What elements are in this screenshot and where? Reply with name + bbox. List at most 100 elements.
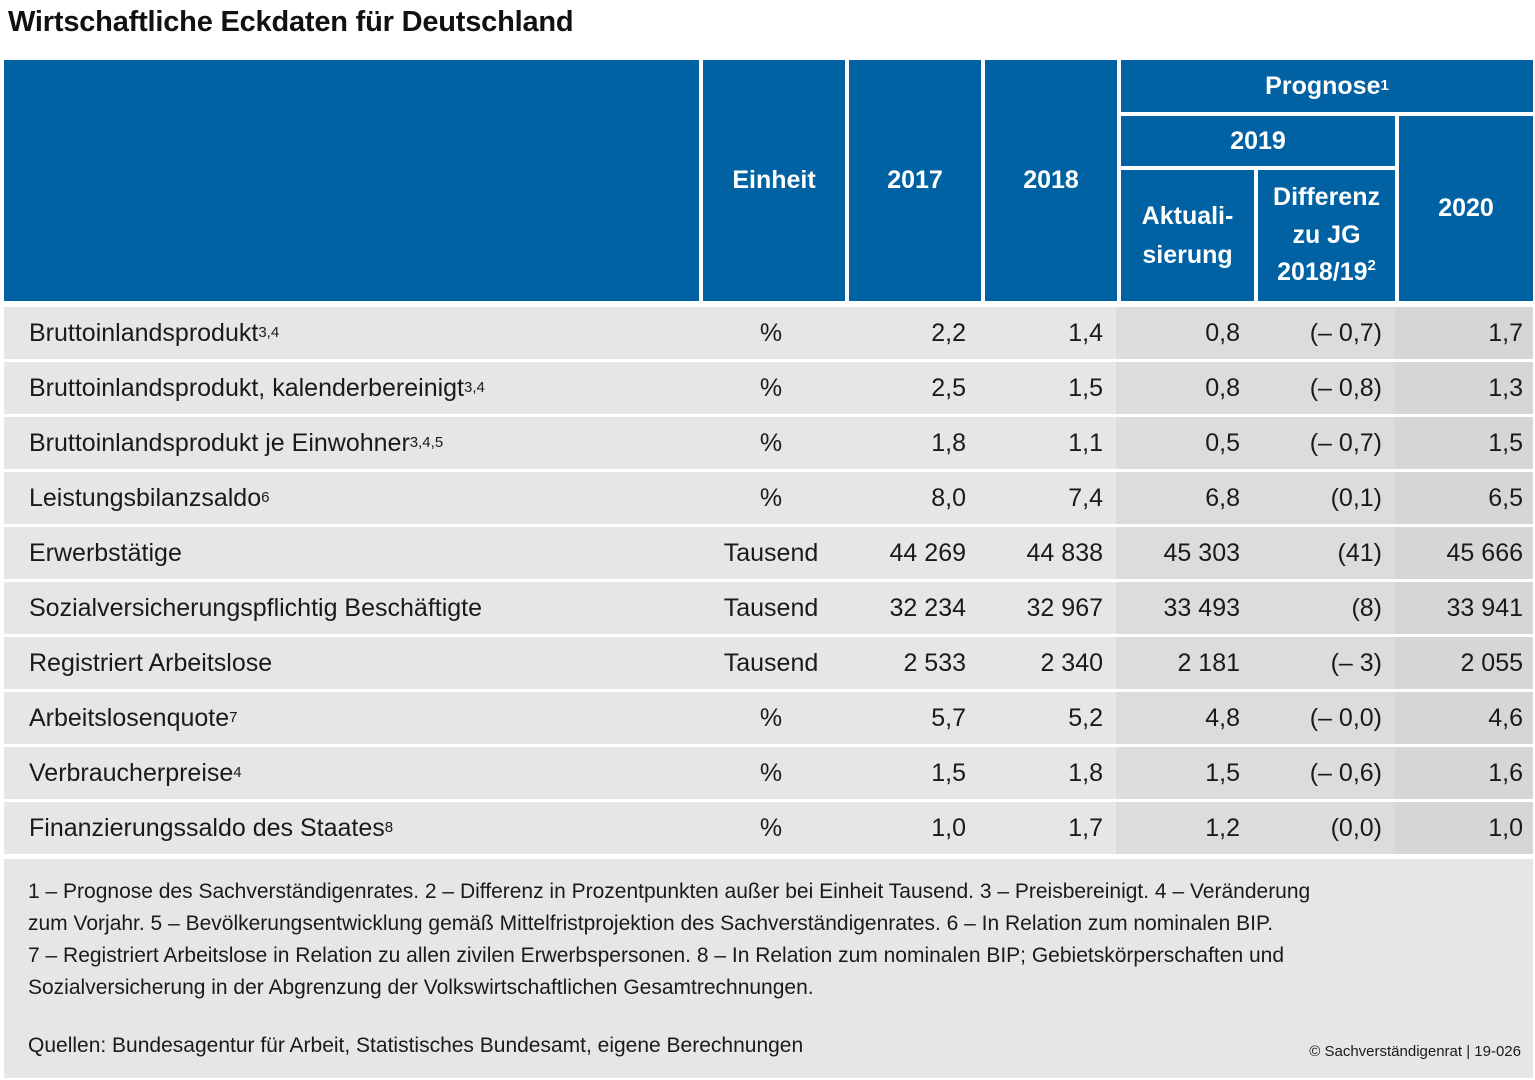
- value-2017: 5,7: [842, 692, 979, 744]
- value-2020: 6,5: [1395, 472, 1533, 524]
- value-2019-aktualisierung: 0,8: [1116, 362, 1253, 414]
- prognose-label: Prognose: [1265, 71, 1381, 100]
- header-aktualisierung: Aktuali- sierung: [1121, 170, 1254, 301]
- value-2019-differenz: (0,0): [1253, 802, 1395, 854]
- header-2020: 2020: [1399, 116, 1533, 301]
- row-label: Registriert Arbeitslose: [4, 637, 700, 689]
- differenz-footnote: 2: [1367, 257, 1376, 275]
- differenz-line3: 2018/19: [1277, 258, 1368, 287]
- value-2017: 1,8: [842, 417, 979, 469]
- footnotes-panel: 1 – Prognose des Sachverständigenrates. …: [4, 859, 1533, 1078]
- value-2017: 32 234: [842, 582, 979, 634]
- row-label: Leistungsbilanzsaldo 6: [4, 472, 700, 524]
- value-2020: 1,6: [1395, 747, 1533, 799]
- header-2019: 2019: [1121, 116, 1395, 166]
- row-unit: %: [700, 472, 842, 524]
- table-row: Erwerbstätige Tausend 44 269 44 838 45 303 (4…: [4, 527, 1533, 579]
- value-2019-differenz: (– 3): [1253, 637, 1395, 689]
- row-label: Arbeitslosenquote 7: [4, 692, 700, 744]
- row-label: Finanzierungssaldo des Staates 8: [4, 802, 700, 854]
- row-unit: Tausend: [700, 527, 842, 579]
- table-row: Leistungsbilanzsaldo 6% 8,0 7,4 6,8 (0,1) 6,5: [4, 472, 1533, 524]
- value-2017: 1,5: [842, 747, 979, 799]
- row-label: Verbraucherpreise 4: [4, 747, 700, 799]
- row-unit: Tausend: [700, 637, 842, 689]
- value-2018: 32 967: [979, 582, 1116, 634]
- value-2020: 2 055: [1395, 637, 1533, 689]
- value-2019-aktualisierung: 2 181: [1116, 637, 1253, 689]
- row-label: Bruttoinlandsprodukt, kalenderbereinigt 3…: [4, 362, 700, 414]
- table-row: Finanzierungssaldo des Staates 8% 1,0 1,7 1,…: [4, 802, 1533, 854]
- value-2017: 8,0: [842, 472, 979, 524]
- value-2018: 44 838: [979, 527, 1116, 579]
- row-unit: %: [700, 417, 842, 469]
- value-2020: 1,3: [1395, 362, 1533, 414]
- value-2020: 1,0: [1395, 802, 1533, 854]
- header-2018: 2018: [985, 60, 1117, 301]
- value-2018: 1,7: [979, 802, 1116, 854]
- value-2020: 1,7: [1395, 307, 1533, 359]
- row-label-text: Verbraucherpreise: [29, 758, 234, 787]
- value-2019-aktualisierung: 0,8: [1116, 307, 1253, 359]
- table-row: Arbeitslosenquote 7% 5,7 5,2 4,8 (– 0,0) 4,6: [4, 692, 1533, 744]
- row-unit: %: [700, 802, 842, 854]
- value-2019-aktualisierung: 33 493: [1116, 582, 1253, 634]
- value-2019-differenz: (0,1): [1253, 472, 1395, 524]
- table-row: Bruttoinlandsprodukt je Einwohner 3,4,5% 1…: [4, 417, 1533, 469]
- differenz-line1: Differenz: [1273, 183, 1380, 212]
- value-2018: 7,4: [979, 472, 1116, 524]
- value-2019-aktualisierung: 45 303: [1116, 527, 1253, 579]
- value-2020: 33 941: [1395, 582, 1533, 634]
- footnote-line: Sozialversicherung in der Abgrenzung der…: [28, 976, 814, 999]
- value-2017: 2 533: [842, 637, 979, 689]
- row-label-text: Finanzierungssaldo des Staates: [29, 813, 385, 842]
- row-label: Erwerbstätige: [4, 527, 700, 579]
- value-2020: 45 666: [1395, 527, 1533, 579]
- aktualisierung-line2: sierung: [1142, 240, 1233, 269]
- value-2018: 1,5: [979, 362, 1116, 414]
- value-2019-differenz: (– 0,7): [1253, 417, 1395, 469]
- row-label: Bruttoinlandsprodukt je Einwohner 3,4,5: [4, 417, 700, 469]
- footnote-line: 1 – Prognose des Sachverständigenrates. …: [28, 880, 1311, 903]
- row-unit: %: [700, 747, 842, 799]
- row-unit: %: [700, 307, 842, 359]
- value-2019-aktualisierung: 1,5: [1116, 747, 1253, 799]
- table-row: Sozialversicherungspflichtig Beschäftigt…: [4, 582, 1533, 634]
- header-prognose: Prognose 1: [1121, 60, 1533, 112]
- footnote-line: 7 – Registriert Arbeitslose in Relation …: [28, 944, 1285, 967]
- value-2019-aktualisierung: 4,8: [1116, 692, 1253, 744]
- sources: Quellen: Bundesagentur für Arbeit, Stati…: [28, 1034, 804, 1057]
- value-2018: 5,2: [979, 692, 1116, 744]
- copyright: © Sachverständigenrat | 19-026: [1309, 1043, 1521, 1060]
- row-label-text: Sozialversicherungspflichtig Beschäftigt…: [29, 593, 483, 622]
- value-2019-differenz: (8): [1253, 582, 1395, 634]
- row-label-text: Bruttoinlandsprodukt, kalenderbereinigt: [29, 373, 464, 402]
- value-2020: 4,6: [1395, 692, 1533, 744]
- value-2017: 44 269: [842, 527, 979, 579]
- value-2019-aktualisierung: 1,2: [1116, 802, 1253, 854]
- row-label-text: Leistungsbilanzsaldo: [29, 483, 262, 512]
- value-2018: 1,1: [979, 417, 1116, 469]
- value-2019-aktualisierung: 6,8: [1116, 472, 1253, 524]
- header-einheit: Einheit: [703, 60, 845, 301]
- row-label: Bruttoinlandsprodukt 3,4: [4, 307, 700, 359]
- value-2019-differenz: (41): [1253, 527, 1395, 579]
- row-unit: %: [700, 692, 842, 744]
- aktualisierung-line1: Aktuali-: [1141, 201, 1234, 230]
- header-2017: 2017: [849, 60, 981, 301]
- row-label-text: Bruttoinlandsprodukt je Einwohner: [29, 428, 410, 457]
- value-2019-aktualisierung: 0,5: [1116, 417, 1253, 469]
- row-label-text: Erwerbstätige: [29, 538, 182, 567]
- row-label: Sozialversicherungspflichtig Beschäftigt…: [4, 582, 700, 634]
- differenz-line2: zu JG: [1292, 220, 1361, 249]
- row-label-text: Registriert Arbeitslose: [29, 648, 273, 677]
- row-unit: %: [700, 362, 842, 414]
- value-2019-differenz: (– 0,7): [1253, 307, 1395, 359]
- value-2018: 2 340: [979, 637, 1116, 689]
- value-2018: 1,4: [979, 307, 1116, 359]
- value-2020: 1,5: [1395, 417, 1533, 469]
- value-2018: 1,8: [979, 747, 1116, 799]
- table-row: Bruttoinlandsprodukt 3,4% 2,2 1,4 0,8 (– 0,7)…: [4, 307, 1533, 359]
- footnote-line: zum Vorjahr. 5 – Bevölkerungsentwicklung…: [28, 912, 1274, 935]
- table-row: Verbraucherpreise 4% 1,5 1,8 1,5 (– 0,6) 1,6: [4, 747, 1533, 799]
